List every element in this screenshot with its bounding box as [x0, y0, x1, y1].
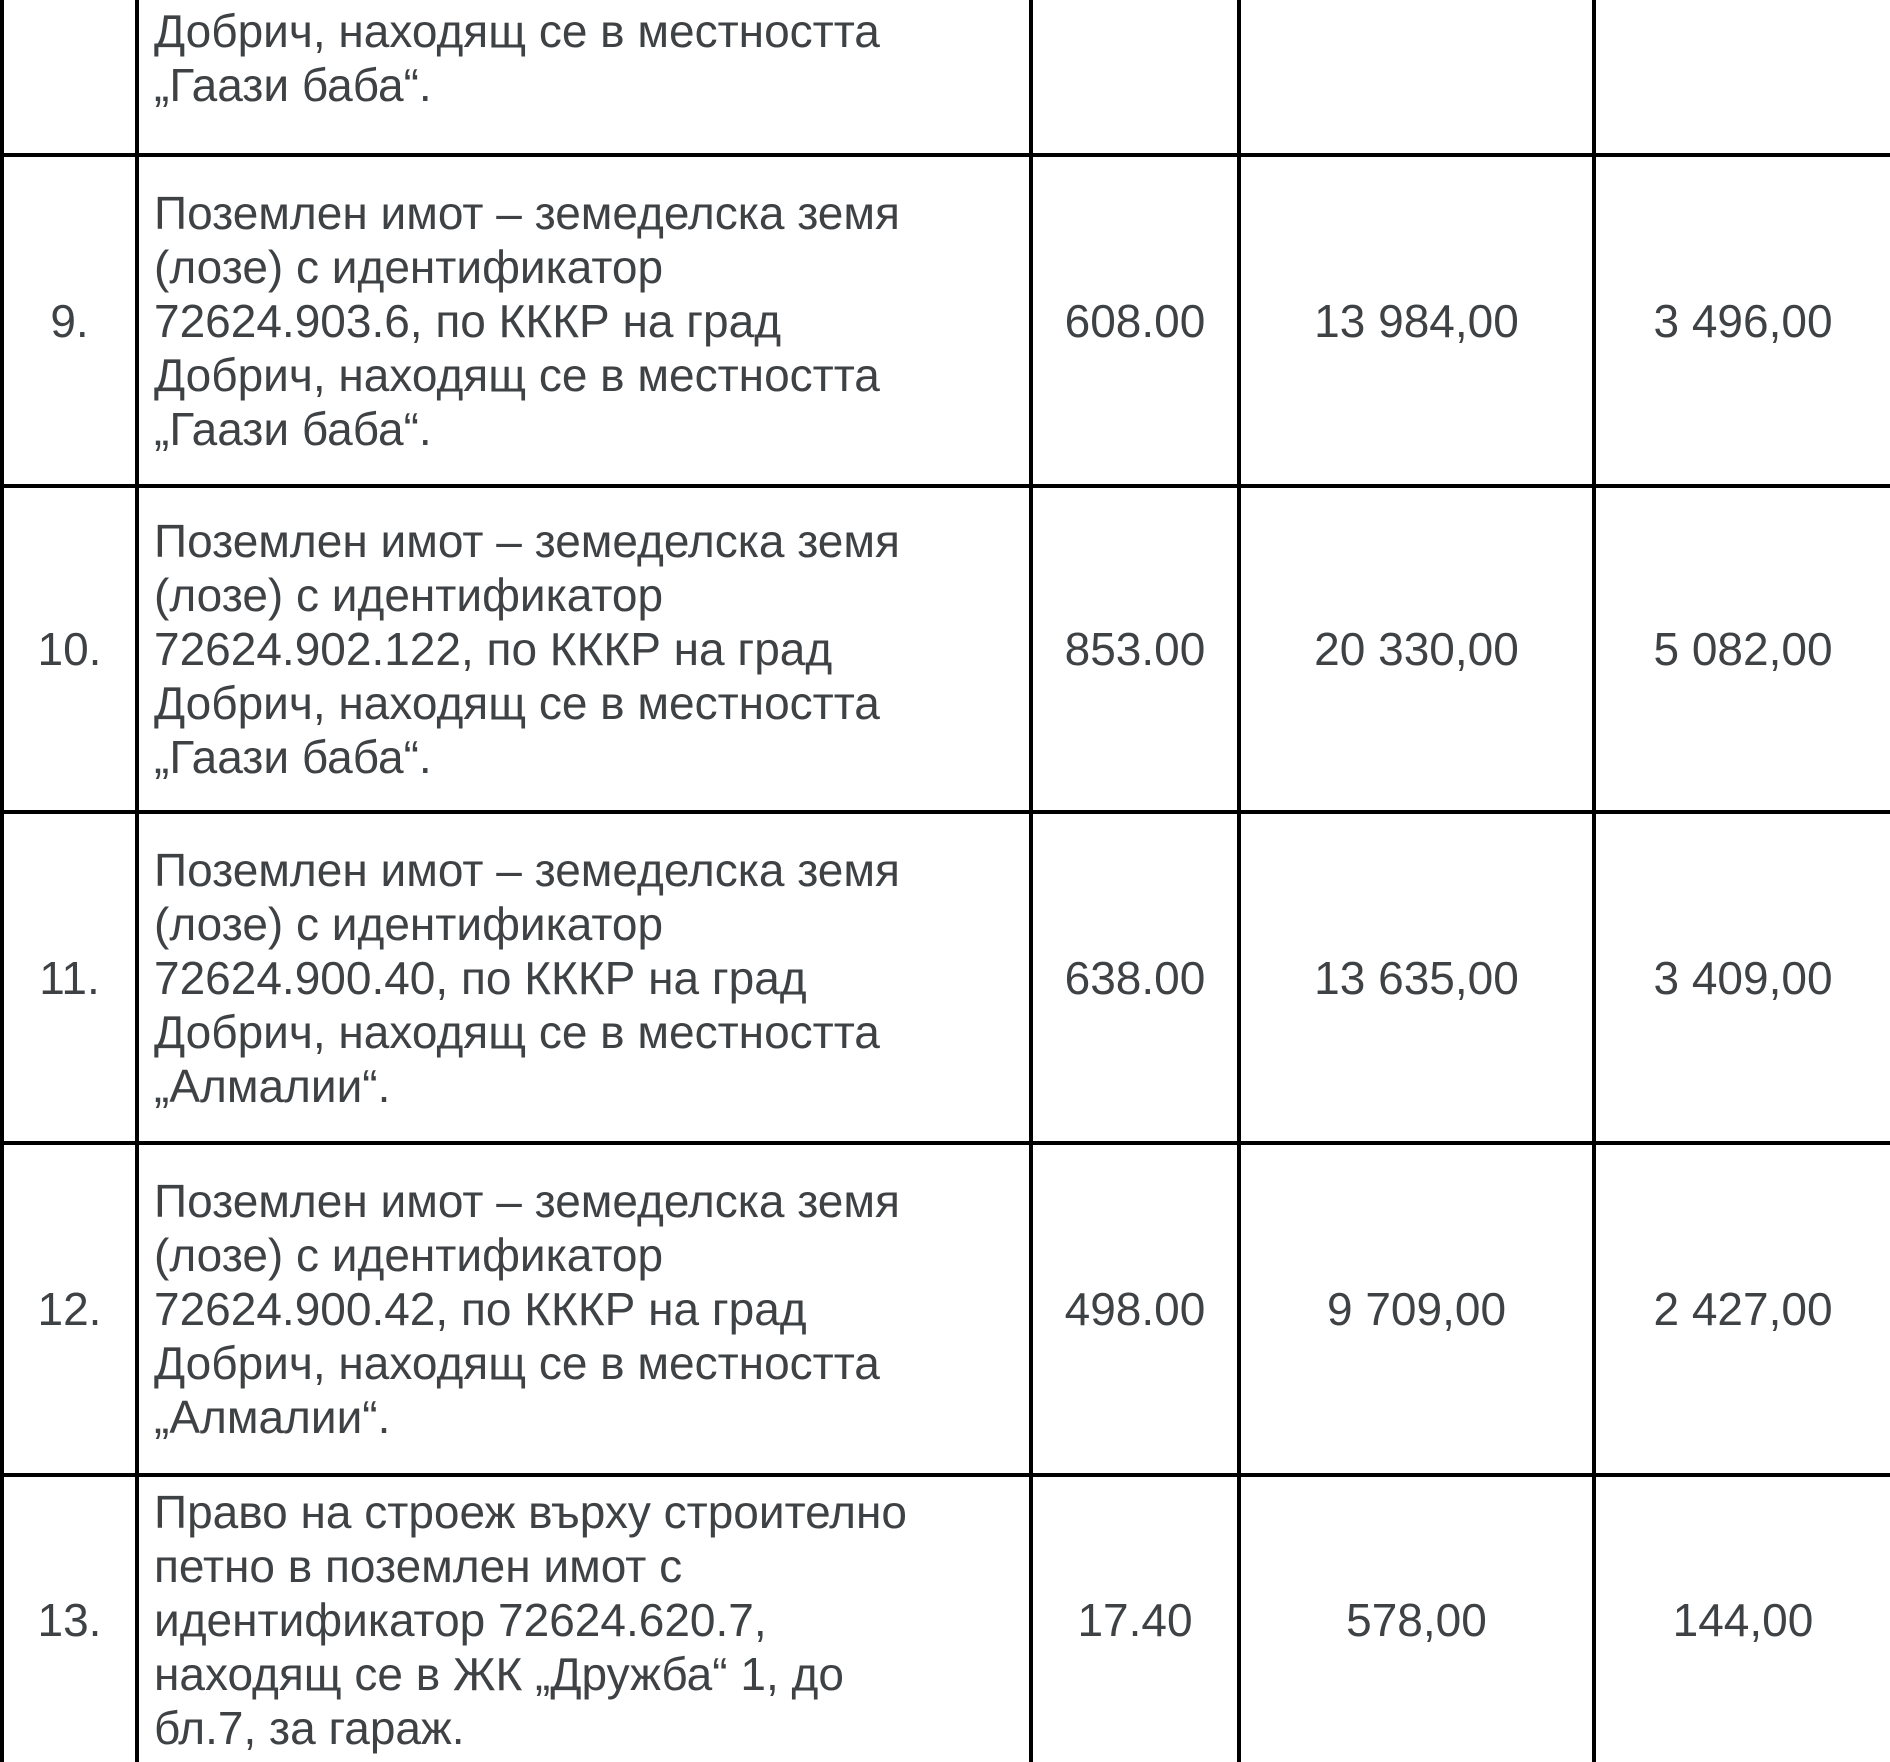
- property-description-cell: Поземлен имот – земеделска земя (лозе) с…: [135, 153, 1033, 488]
- property-description-cell: Право на строеж върху строително петно в…: [135, 1473, 1033, 1762]
- price-value-cell: 20 330,00: [1237, 484, 1596, 814]
- area-value-cell: 853.00: [1029, 484, 1241, 814]
- deposit-value-cell: 2 427,00: [1592, 1141, 1890, 1477]
- row-number-cell: 13.: [0, 1473, 139, 1762]
- deposit-value-cell: 144,00: [1592, 1473, 1890, 1762]
- property-description-cell: Поземлен имот – земеделска земя (лозе) с…: [135, 810, 1033, 1145]
- property-description-cell: Добрич, находящ се в местността „Гаази б…: [135, 0, 1033, 157]
- row-number-cell: 12.: [0, 1141, 139, 1477]
- price-value-cell: 13 635,00: [1237, 810, 1596, 1145]
- price-value-cell: 9 709,00: [1237, 1141, 1596, 1477]
- deposit-value-cell: 3 496,00: [1592, 153, 1890, 488]
- table-row: 9. Поземлен имот – земеделска земя (лозе…: [0, 153, 1890, 488]
- deposit-value-cell: 3 409,00: [1592, 810, 1890, 1145]
- area-value-cell: 17.40: [1029, 1473, 1241, 1762]
- table-row: 13. Право на строеж върху строително пет…: [0, 1473, 1890, 1762]
- property-description-cell: Поземлен имот – земеделска земя (лозе) с…: [135, 484, 1033, 814]
- price-value-cell: [1237, 0, 1596, 157]
- area-value-cell: 498.00: [1029, 1141, 1241, 1477]
- area-value-cell: 638.00: [1029, 810, 1241, 1145]
- row-number-cell: 10.: [0, 484, 139, 814]
- deposit-value-cell: 5 082,00: [1592, 484, 1890, 814]
- price-value-cell: 13 984,00: [1237, 153, 1596, 488]
- deposit-value-cell: [1592, 0, 1890, 157]
- property-description-cell: Поземлен имот – земеделска земя (лозе) с…: [135, 1141, 1033, 1477]
- row-number-cell: 9.: [0, 153, 139, 488]
- table-row: 11. Поземлен имот – земеделска земя (лоз…: [0, 810, 1890, 1145]
- row-number-cell: 11.: [0, 810, 139, 1145]
- row-number-cell: [0, 0, 139, 157]
- table-row: 12. Поземлен имот – земеделска земя (лоз…: [0, 1141, 1890, 1477]
- table-row: 10. Поземлен имот – земеделска земя (лоз…: [0, 484, 1890, 814]
- area-value-cell: 608.00: [1029, 153, 1241, 488]
- area-value-cell: [1029, 0, 1241, 157]
- table-row: Добрич, находящ се в местността „Гаази б…: [0, 0, 1890, 157]
- price-value-cell: 578,00: [1237, 1473, 1596, 1762]
